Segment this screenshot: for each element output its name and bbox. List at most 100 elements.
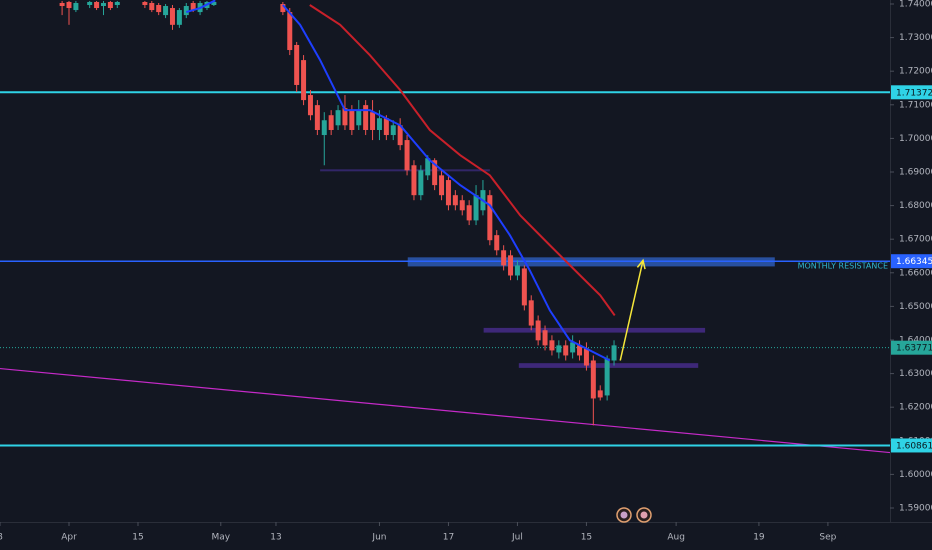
- candle-body: [363, 105, 369, 130]
- indicator-line: [185, 0, 611, 362]
- y-tick-label: 1.60000: [899, 470, 932, 480]
- price-label-box: [891, 85, 932, 100]
- event-icon-inner: [640, 511, 648, 519]
- candle-body: [452, 195, 458, 206]
- candle-body: [590, 360, 596, 399]
- y-tick-label: 1.72000: [899, 67, 932, 77]
- candle-body: [301, 60, 307, 101]
- y-tick-label: 1.74000: [899, 0, 932, 9]
- candle-body: [190, 2, 196, 11]
- candle-body: [342, 108, 348, 126]
- candle-body: [294, 44, 300, 85]
- candle-body: [142, 1, 148, 6]
- y-tick-label: 1.59000: [899, 503, 932, 513]
- candle-body: [542, 330, 548, 346]
- x-tick-label: 19: [753, 533, 765, 543]
- candle-body: [287, 12, 293, 51]
- price-label: 1.63771: [896, 344, 932, 354]
- candle-body: [280, 3, 286, 13]
- candle-body: [418, 170, 424, 196]
- candle-body: [335, 110, 341, 126]
- candle-body: [404, 140, 410, 171]
- candle-body: [473, 195, 479, 221]
- candle-body: [156, 5, 162, 13]
- candle-body: [314, 105, 320, 130]
- price-label: 1.60861: [896, 441, 932, 451]
- price-label: 1.66345: [896, 257, 932, 267]
- candle-body: [577, 345, 583, 356]
- candle-body: [397, 125, 403, 146]
- y-tick-label: 1.64000: [899, 335, 932, 345]
- x-tick-label: 15: [581, 533, 592, 543]
- x-tick-label: Apr: [61, 533, 77, 543]
- x-tick-label: Aug: [667, 533, 685, 543]
- price-label-box: [891, 340, 932, 355]
- candle-body: [307, 95, 313, 116]
- candle-body: [149, 2, 155, 11]
- candle-body: [549, 340, 555, 351]
- x-tick-label: 13: [270, 533, 281, 543]
- candle-body: [176, 10, 182, 25]
- candle-body: [328, 115, 334, 130]
- y-tick-label: 1.62000: [899, 403, 932, 413]
- price-label-box: [891, 254, 932, 269]
- annotation: MONTHLY RESISTANCE: [798, 262, 888, 271]
- candle-body: [411, 165, 417, 196]
- candle-body: [604, 358, 610, 396]
- y-tick-label: 1.73000: [899, 33, 932, 43]
- candle-body: [570, 342, 576, 353]
- candle-body: [439, 175, 445, 196]
- x-tick-label: May: [211, 533, 230, 543]
- candle-body: [432, 160, 438, 186]
- candle-body: [100, 2, 106, 7]
- candle-body: [597, 390, 603, 398]
- y-tick-label: 1.70000: [899, 134, 932, 144]
- x-tick-label: Sep: [819, 533, 836, 543]
- y-tick-label: 1.66000: [899, 268, 932, 278]
- candle-body: [528, 300, 534, 326]
- x-tick-label: 8: [0, 533, 3, 543]
- y-tick-label: 1.63000: [899, 369, 932, 379]
- candle-body: [390, 125, 396, 136]
- y-tick-label: 1.71000: [899, 100, 932, 110]
- arrow-shaft: [619, 260, 644, 361]
- candle-body: [349, 110, 355, 130]
- candle-body: [66, 1, 72, 9]
- x-tick-label: Jun: [371, 533, 386, 543]
- candle-body: [59, 2, 65, 7]
- x-tick-label: 15: [132, 533, 143, 543]
- arrow-head: [636, 258, 646, 270]
- candle-body: [94, 1, 100, 9]
- plot-area: [0, 0, 890, 454]
- trendline: [0, 367, 890, 454]
- candle-body: [163, 6, 169, 16]
- price-label: 1.71372: [896, 88, 932, 98]
- zone: [483, 327, 706, 333]
- candle-body: [183, 6, 189, 16]
- candle-body: [508, 255, 514, 276]
- candle-body: [535, 320, 541, 341]
- candle-body: [459, 200, 465, 211]
- candle-body: [107, 1, 113, 9]
- candle-body: [425, 158, 431, 176]
- candle-body: [370, 112, 376, 130]
- candle-body: [556, 345, 562, 353]
- candle-body: [211, 1, 217, 6]
- price-label-box: [891, 438, 932, 453]
- candle-body: [73, 2, 79, 11]
- y-tick-label: 1.65000: [899, 302, 932, 312]
- y-tick-label: 1.67000: [899, 235, 932, 245]
- candle-body: [514, 265, 520, 276]
- candle-body: [321, 120, 327, 136]
- y-tick-label: 1.69000: [899, 167, 932, 177]
- candle-body: [383, 118, 389, 136]
- candle-body: [445, 180, 451, 206]
- event-icons: [616, 507, 652, 523]
- candle-body: [169, 8, 175, 25]
- candle-body: [376, 118, 382, 130]
- candle-body: [501, 250, 507, 266]
- y-tick-label: 1.68000: [899, 201, 932, 211]
- candle-body: [494, 235, 500, 251]
